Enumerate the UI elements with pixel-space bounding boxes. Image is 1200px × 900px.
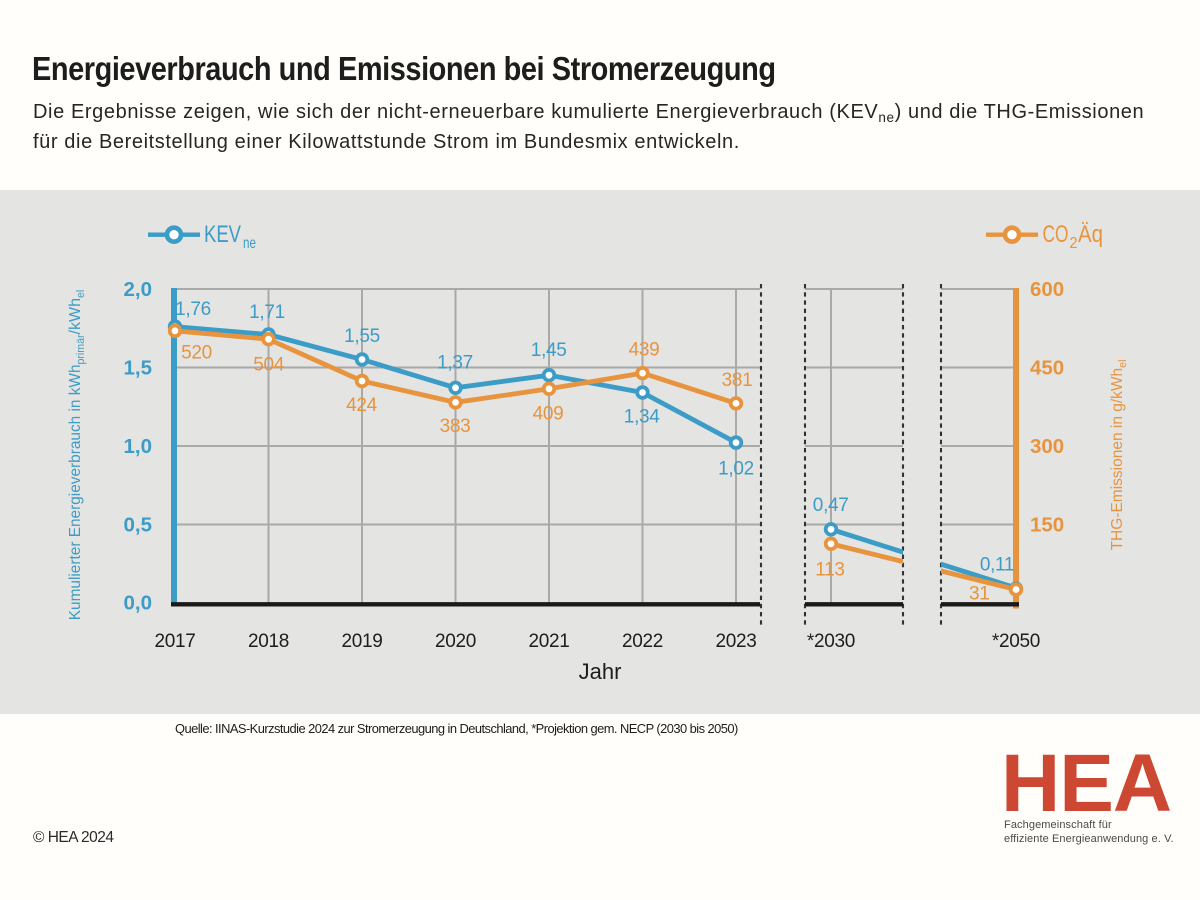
svg-text:300: 300 <box>1030 435 1064 458</box>
svg-text:ne: ne <box>243 235 256 252</box>
svg-text:1,71: 1,71 <box>249 302 285 323</box>
svg-text:*2050: *2050 <box>992 631 1040 652</box>
svg-text:CO: CO <box>1043 221 1069 248</box>
svg-text:0,11: 0,11 <box>980 555 1014 576</box>
svg-text:1,0: 1,0 <box>124 435 153 458</box>
svg-text:383: 383 <box>440 416 471 437</box>
svg-text:381: 381 <box>722 370 753 391</box>
svg-text:0,47: 0,47 <box>813 495 849 516</box>
svg-text:1,5: 1,5 <box>124 357 153 380</box>
svg-text:2019: 2019 <box>341 631 382 652</box>
svg-text:*2030: *2030 <box>807 631 855 652</box>
svg-text:2: 2 <box>1070 235 1078 252</box>
svg-text:1,02: 1,02 <box>718 459 754 480</box>
svg-text:2018: 2018 <box>248 631 289 652</box>
svg-text:0,0: 0,0 <box>124 592 153 615</box>
svg-text:439: 439 <box>629 340 660 361</box>
svg-text:520: 520 <box>181 343 212 364</box>
svg-text:2022: 2022 <box>622 631 663 652</box>
svg-text:2020: 2020 <box>435 631 476 652</box>
svg-text:2,0: 2,0 <box>124 278 153 301</box>
svg-text:2017: 2017 <box>154 631 195 652</box>
svg-text:0,5: 0,5 <box>124 514 153 537</box>
svg-text:Jahr: Jahr <box>579 659 622 684</box>
svg-text:2021: 2021 <box>528 631 569 652</box>
svg-text:Äq: Äq <box>1078 221 1103 248</box>
svg-text:409: 409 <box>533 404 564 425</box>
svg-text:504: 504 <box>253 354 285 375</box>
svg-text:1,37: 1,37 <box>437 353 473 374</box>
svg-text:150: 150 <box>1030 514 1064 537</box>
svg-text:113: 113 <box>815 560 844 581</box>
svg-text:1,45: 1,45 <box>531 340 567 361</box>
svg-text:1,34: 1,34 <box>624 407 661 428</box>
svg-text:424: 424 <box>346 395 378 416</box>
svg-text:600: 600 <box>1030 278 1064 301</box>
svg-text:1,76: 1,76 <box>175 299 211 320</box>
svg-text:450: 450 <box>1030 357 1064 380</box>
svg-text:THG-Emissionen in g/kWhel: THG-Emissionen in g/kWhel <box>1109 360 1129 551</box>
svg-text:1,55: 1,55 <box>344 326 380 347</box>
svg-text:Kumulierter Energieverbrauch i: Kumulierter Energieverbrauch in kWhprimä… <box>67 290 87 621</box>
svg-text:2023: 2023 <box>715 631 756 652</box>
svg-text:31: 31 <box>969 584 990 605</box>
svg-text:KEV: KEV <box>204 221 241 248</box>
